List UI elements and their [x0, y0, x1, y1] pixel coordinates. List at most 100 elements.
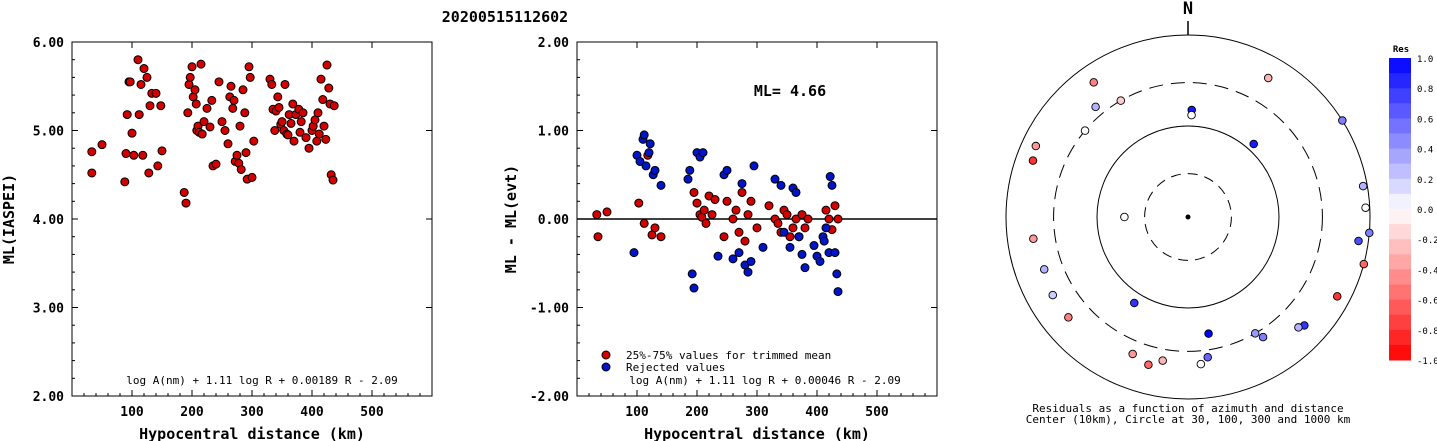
polar-residual-point — [1158, 356, 1167, 365]
left-point-red — [247, 172, 257, 182]
colorbar-tick-label: 0.2 — [1417, 176, 1433, 186]
left-formula: log A(nm) + 1.11 log R + 0.00189 R - 2.0… — [126, 374, 398, 387]
left-point-red — [296, 117, 306, 127]
left-point-red — [289, 136, 299, 146]
polar-residual-point — [1130, 298, 1139, 308]
polar-residual-point — [1361, 203, 1370, 212]
middle-point-red — [650, 223, 660, 233]
colorbar-swatch — [1389, 269, 1411, 285]
left-point-red — [228, 103, 238, 113]
middle-point-blue — [683, 174, 693, 184]
colorbar-tick-label: -1.0 — [1417, 357, 1437, 367]
colorbar-swatch — [1389, 224, 1411, 240]
polar-center-dot — [1185, 214, 1191, 220]
left-point-red — [87, 168, 97, 178]
middle-point-blue — [737, 179, 747, 189]
left-point-red — [138, 150, 148, 160]
left-point-red — [197, 129, 207, 139]
left-point-red — [179, 187, 189, 197]
polar-residual-point — [1249, 139, 1258, 149]
left-y-tick-label: 2.00 — [33, 390, 64, 405]
polar-residual-point — [1358, 181, 1368, 191]
middle-point-red — [719, 232, 729, 242]
middle-point-blue — [791, 187, 801, 197]
colorbar-tick-label: 0.8 — [1417, 85, 1433, 95]
left-point-red — [120, 177, 130, 187]
middle-point-red — [731, 205, 741, 215]
middle-point-blue — [749, 161, 759, 171]
middle-point-blue — [779, 227, 789, 237]
left-point-red — [223, 139, 233, 149]
middle-point-blue — [758, 242, 768, 252]
polar-residual-point — [1031, 141, 1041, 151]
left-point-red — [217, 117, 227, 127]
left-point-red — [316, 74, 326, 84]
middle-point-red — [746, 196, 756, 206]
polar-residual-point — [1258, 332, 1268, 342]
middle-point-blue — [689, 283, 699, 293]
middle-formula: log A(nm) + 1.11 log R + 0.00046 R - 2.0… — [629, 374, 901, 387]
middle-point-red — [639, 218, 649, 228]
middle-point-blue — [713, 251, 723, 261]
left-point-red — [127, 128, 137, 138]
middle-y-axis-label: ML - ML(evt) — [502, 165, 520, 273]
middle-point-red — [689, 187, 699, 197]
left-point-red — [191, 99, 201, 109]
left-x-tick-label: 100 — [120, 405, 144, 420]
left-point-red — [139, 64, 149, 74]
colorbar-tick-label: -0.8 — [1417, 327, 1437, 337]
middle-y-tick-label: 2.00 — [538, 36, 569, 51]
middle-x-tick-label: 100 — [625, 405, 649, 420]
left-point-red — [240, 108, 250, 118]
middle-point-blue — [644, 148, 654, 158]
colorbar-tick-label: 0.4 — [1417, 146, 1433, 156]
middle-point-red — [737, 187, 747, 197]
middle-point-blue — [770, 174, 780, 184]
polar-residual-point — [1028, 156, 1038, 165]
left-point-red — [136, 79, 146, 89]
left-point-red — [156, 101, 166, 111]
legend-label-rejected: Rejected values — [626, 361, 725, 374]
left-point-red — [87, 147, 97, 157]
left-point-red — [319, 121, 329, 131]
left-point-red — [207, 95, 217, 105]
polar-residual-point — [1029, 234, 1038, 243]
middle-y-tick-label: 1.00 — [538, 125, 569, 140]
middle-point-red — [634, 198, 644, 208]
left-y-tick-label: 5.00 — [33, 125, 64, 140]
colorbar-swatch — [1389, 209, 1411, 225]
middle-point-blue — [819, 236, 829, 246]
middle-point-red — [710, 195, 720, 205]
left-point-red — [205, 122, 215, 132]
middle-point-red — [821, 205, 831, 215]
middle-y-tick-label: 0.00 — [538, 213, 569, 228]
left-point-red — [211, 159, 221, 169]
colorbar-swatch — [1389, 299, 1411, 316]
colorbar-swatch — [1389, 73, 1411, 89]
left-point-red — [196, 59, 206, 69]
left-point-red — [286, 118, 296, 128]
polar-residual-point — [1359, 259, 1369, 269]
north-label: N — [1183, 0, 1193, 19]
colorbar-tick-label: 0.0 — [1417, 206, 1433, 216]
left-y-tick-label: 4.00 — [33, 213, 64, 228]
middle-point-blue — [645, 139, 655, 149]
middle-point-red — [701, 218, 711, 228]
middle-point-blue — [685, 165, 695, 175]
left-point-red — [277, 117, 287, 127]
left-point-red — [267, 79, 277, 89]
left-plot-frame — [71, 41, 433, 397]
left-y-tick-label: 3.00 — [33, 302, 64, 317]
middle-point-red — [833, 214, 843, 224]
middle-point-blue — [746, 256, 756, 266]
middle-point-blue — [629, 248, 639, 258]
middle-point-blue — [722, 165, 732, 175]
middle-point-blue — [830, 248, 840, 258]
left-point-red — [270, 126, 280, 135]
colorbar-swatch — [1389, 329, 1411, 346]
left-point-red — [122, 110, 132, 120]
middle-point-blue — [728, 254, 738, 264]
middle-x-tick-label: 400 — [805, 405, 829, 420]
colorbar-swatch — [1389, 239, 1411, 255]
polar-residual-point — [1263, 73, 1273, 83]
